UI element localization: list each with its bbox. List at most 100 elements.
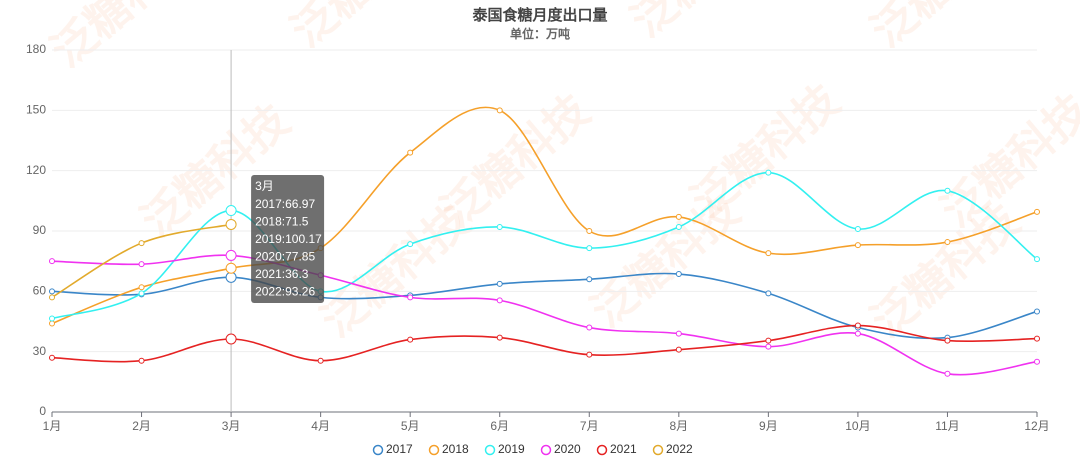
- data-point: [854, 242, 861, 249]
- data-point: [586, 324, 593, 331]
- series-line: [51, 171, 1038, 320]
- x-tick-label: 8月: [669, 419, 688, 433]
- data-point: [854, 330, 861, 337]
- data-point: [675, 330, 682, 337]
- data-point: [138, 357, 145, 364]
- data-point: [317, 357, 324, 364]
- legend-label: 2017: [386, 442, 413, 456]
- data-point: [49, 258, 55, 265]
- data-point: [138, 261, 145, 268]
- legend-icon: [652, 444, 664, 456]
- x-tick-label: 1月: [43, 419, 62, 433]
- data-point: [225, 271, 237, 283]
- tooltip-line: 2019:100.17: [255, 232, 322, 246]
- y-tick-label: 150: [26, 103, 46, 117]
- data-point: [944, 370, 951, 377]
- data-point: [138, 284, 145, 291]
- data-point: [225, 249, 237, 261]
- data-point: [944, 187, 951, 194]
- data-point: [49, 288, 55, 295]
- legend-icon: [596, 444, 608, 456]
- watermark: 泛糖科技: [622, 0, 788, 47]
- data-point: [49, 320, 55, 327]
- chart-title: 泰国食糖月度出口量: [471, 6, 607, 24]
- tooltip-line: 2020:77.85: [255, 250, 315, 264]
- data-point: [765, 169, 772, 176]
- tooltip-line: 2022:93.26: [255, 285, 315, 299]
- series-line: [51, 324, 1038, 363]
- x-tick-label: 4月: [311, 419, 330, 433]
- watermark: 泛糖科技: [42, 0, 208, 77]
- tooltip-line: 2018:71.5: [255, 215, 309, 229]
- data-point: [1034, 335, 1040, 342]
- data-point: [407, 241, 414, 248]
- x-tick-label: 6月: [490, 419, 509, 433]
- data-point: [496, 223, 503, 230]
- legend-label: 2022: [666, 442, 693, 456]
- legend-label: 2021: [610, 442, 637, 456]
- data-point: [1034, 308, 1040, 315]
- watermark: 泛糖科技: [582, 186, 748, 337]
- x-tick-label: 5月: [401, 419, 420, 433]
- data-point: [944, 337, 951, 344]
- tooltip-line: 2021:36.3: [255, 267, 309, 281]
- legend-label: 2018: [442, 442, 469, 456]
- y-tick-label: 120: [26, 163, 46, 177]
- data-point: [225, 205, 237, 217]
- data-point: [765, 290, 772, 297]
- x-tick-label: 10月: [845, 419, 870, 433]
- data-point: [675, 271, 682, 278]
- y-tick-label: 180: [26, 42, 46, 56]
- data-point: [675, 213, 682, 220]
- tooltip-box: [251, 175, 325, 303]
- legend-label: 2019: [498, 442, 525, 456]
- data-point: [225, 262, 237, 274]
- data-point: [854, 322, 861, 329]
- data-point: [49, 315, 55, 322]
- data-point: [586, 351, 593, 358]
- data-point: [765, 250, 772, 257]
- data-point: [675, 346, 682, 353]
- data-point: [765, 343, 772, 350]
- x-tick-label: 3月: [222, 419, 241, 433]
- legend-icon: [484, 444, 496, 456]
- data-point: [407, 294, 414, 301]
- x-tick-label: 7月: [580, 419, 599, 433]
- data-point: [225, 218, 237, 230]
- data-point: [49, 354, 55, 361]
- data-point: [496, 280, 503, 287]
- y-tick-label: 30: [33, 344, 47, 358]
- data-point: [225, 333, 237, 345]
- tooltip-line: 2017:66.97: [255, 197, 315, 211]
- x-tick-label: 12月: [1024, 419, 1049, 433]
- data-point: [854, 225, 861, 232]
- chart-subtitle: 单位：万吨: [510, 26, 570, 41]
- watermark: 泛糖科技: [312, 196, 478, 347]
- data-point: [407, 336, 414, 343]
- data-point: [586, 276, 593, 283]
- data-point: [586, 245, 593, 252]
- y-tick-label: 60: [33, 284, 47, 298]
- x-tick-label: 2月: [132, 419, 151, 433]
- data-point: [1034, 208, 1040, 215]
- data-point: [586, 228, 593, 234]
- data-point: [944, 239, 951, 246]
- series-line: [51, 254, 1038, 376]
- data-point: [49, 294, 55, 301]
- y-tick-label: 0: [39, 404, 46, 418]
- legend-icon: [428, 444, 440, 456]
- legend-icon: [540, 444, 552, 456]
- tooltip-title: 3月: [255, 179, 274, 193]
- x-tick-label: 11月: [935, 419, 959, 433]
- data-point: [496, 107, 503, 114]
- data-point: [1034, 256, 1040, 263]
- data-point: [496, 297, 503, 304]
- data-point: [1034, 358, 1040, 365]
- watermark: 泛糖科技: [862, 196, 1028, 347]
- x-tick-label: 9月: [759, 419, 778, 433]
- legend-icon: [372, 444, 384, 456]
- data-point: [407, 149, 414, 156]
- data-point: [765, 337, 772, 344]
- data-point: [496, 334, 503, 341]
